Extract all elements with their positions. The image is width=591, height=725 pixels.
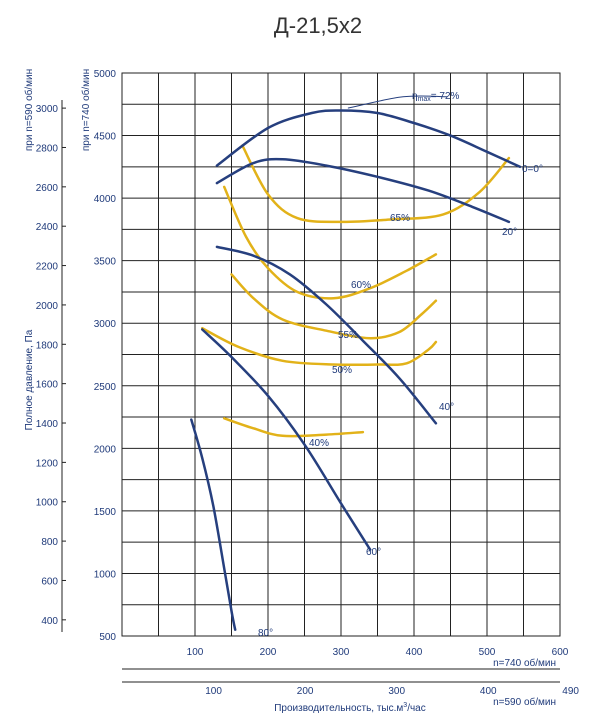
y-tick-590: 600: [41, 576, 58, 587]
x-tick-740: 500: [479, 647, 496, 658]
y-axis-590-title: при n=590 об/мин: [23, 69, 35, 151]
angle-label-40: 40°: [439, 402, 454, 413]
pressure-curve-00: [215, 109, 522, 169]
pressure-curve-40: [215, 245, 438, 425]
x-tick-590: 200: [297, 686, 314, 697]
y-tick-740: 5000: [94, 69, 117, 80]
y-tick-740: 500: [99, 632, 116, 643]
eff-label-55: 55%: [338, 330, 358, 341]
x-tick-590: 400: [480, 686, 497, 697]
x-tick-740: 300: [333, 647, 350, 658]
y-tick-590: 400: [41, 616, 58, 627]
x-tick-740: 200: [260, 647, 277, 658]
efficiency-curve-55: [230, 273, 438, 340]
x-axis-title: Производительность, тыс.м3/час: [274, 702, 426, 714]
y-tick-590: 2600: [36, 183, 59, 194]
y-tick-590: 1800: [36, 340, 59, 351]
efficiency-curves: [201, 95, 511, 438]
angle-label-20: 20°: [502, 227, 517, 238]
x-axis-title-tail: /час: [407, 703, 426, 714]
y-tick-590: 2400: [36, 222, 59, 233]
x-ticks-590: 100 200 300 400 490: [205, 686, 579, 697]
eff-label-40: 40%: [309, 438, 329, 449]
y-tick-590: 2000: [36, 301, 59, 312]
efficiency-curve-max: [347, 95, 448, 109]
y-axis-740-title: при n=740 об/мин: [80, 69, 92, 151]
y-tick-590: 1400: [36, 419, 59, 430]
x-tick-740: 100: [187, 647, 204, 658]
y-ticks-740: 500 1000 1500 2000 2500 3000 3500 4000 4500 5000: [94, 69, 117, 643]
efficiency-curve-50: [201, 326, 438, 367]
efficiency-curve-60: [222, 185, 438, 300]
y-tick-740: 3000: [94, 319, 117, 330]
pressure-curve-20: [215, 157, 511, 224]
eff-label-50: 50%: [332, 365, 352, 376]
eff-label-60: 60%: [351, 280, 371, 291]
x-axis-740-title: n=740 об/мин: [493, 657, 556, 669]
x-tick-590: 100: [205, 686, 222, 697]
y-axis-title: Полное давление, Па: [24, 329, 35, 430]
efficiency-curve-40: [222, 417, 365, 438]
y-tick-740: 3500: [94, 257, 117, 268]
x-ticks-740: 100 200 300 400 500 600: [187, 647, 569, 658]
x-axis-590-title: n=590 об/мин: [493, 696, 556, 708]
efficiency-curve-65: [241, 144, 511, 224]
y-tick-590: 1600: [36, 380, 59, 391]
y-tick-740: 1500: [94, 507, 117, 518]
y-tick-590: 1000: [36, 498, 59, 509]
chart-title: Д-21,5х2: [274, 13, 362, 38]
y-tick-590: 2200: [36, 262, 59, 273]
pressure-curve-80: [190, 418, 237, 631]
y-tick-740: 1000: [94, 569, 117, 580]
y-tick-740: 2500: [94, 382, 117, 393]
x-axis-title-sup: 3: [403, 702, 407, 709]
y-tick-590: 800: [41, 537, 58, 548]
angle-label-0: 0=0°: [522, 164, 543, 175]
x-tick-590: 490: [562, 686, 579, 697]
angle-label-60: 60°: [366, 547, 381, 558]
eff-label-65: 65%: [390, 213, 410, 224]
x-tick-740: 600: [552, 647, 569, 658]
eta-max-label: ηmax= 72%: [412, 91, 460, 103]
eta-max-pct: = 72%: [431, 91, 460, 102]
x-tick-740: 400: [406, 647, 423, 658]
y-ticks-590: 400 600 800 1000 1200 1400 1600 1800 2000 2200 240…: [36, 100, 66, 632]
y-tick-740: 4500: [94, 132, 117, 143]
pressure-curves: [190, 109, 522, 631]
grid: [121, 72, 561, 637]
pressure-curve-60: [201, 328, 372, 551]
angle-label-80: 80°: [258, 628, 273, 639]
x-tick-590: 300: [388, 686, 405, 697]
y-tick-590: 2800: [36, 143, 59, 154]
eta-max-sub: max: [418, 96, 432, 103]
y-tick-740: 4000: [94, 194, 117, 205]
y-tick-590: 1200: [36, 458, 59, 469]
y-tick-740: 2000: [94, 444, 117, 455]
x-axis-title-main: Производительность, тыс.м: [274, 703, 403, 714]
y-tick-590: 3000: [36, 104, 59, 115]
